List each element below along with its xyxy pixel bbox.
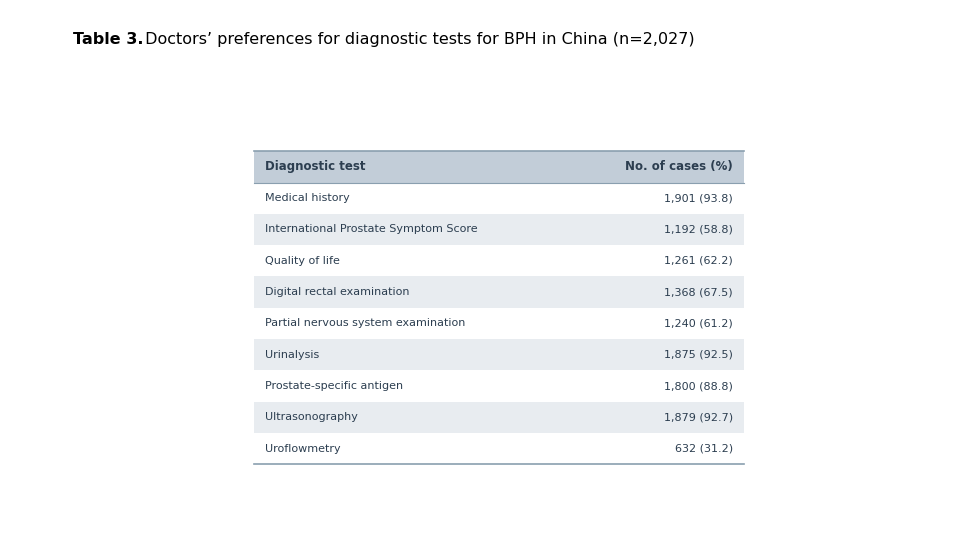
Text: Partial nervous system examination: Partial nervous system examination xyxy=(266,319,466,328)
Bar xyxy=(254,276,744,308)
Text: 1,901 (93.8): 1,901 (93.8) xyxy=(664,193,732,203)
Text: Ultrasonography: Ultrasonography xyxy=(266,413,358,422)
Text: Prostate-specific antigen: Prostate-specific antigen xyxy=(266,381,403,391)
Bar xyxy=(254,183,744,214)
Text: 1,261 (62.2): 1,261 (62.2) xyxy=(664,256,732,266)
Bar xyxy=(254,339,744,370)
Text: 1,875 (92.5): 1,875 (92.5) xyxy=(664,350,732,360)
Text: 1,192 (58.8): 1,192 (58.8) xyxy=(664,225,732,234)
Text: 1,879 (92.7): 1,879 (92.7) xyxy=(663,413,732,422)
Text: Digital rectal examination: Digital rectal examination xyxy=(266,287,410,297)
Bar xyxy=(254,402,744,433)
Bar xyxy=(254,308,744,339)
Text: 632 (31.2): 632 (31.2) xyxy=(675,444,732,454)
Bar xyxy=(254,370,744,402)
Text: International Neurourology Journal 2012;16:191–195: International Neurourology Journal 2012;… xyxy=(13,141,23,399)
Text: No. of cases (%): No. of cases (%) xyxy=(625,160,732,173)
Bar xyxy=(254,214,744,245)
Text: International Prostate Symptom Score: International Prostate Symptom Score xyxy=(266,225,478,234)
Text: 1,368 (67.5): 1,368 (67.5) xyxy=(664,287,732,297)
Bar xyxy=(254,151,744,183)
Text: Table 3.: Table 3. xyxy=(73,32,144,48)
Text: Quality of life: Quality of life xyxy=(266,256,341,266)
Text: Urinalysis: Urinalysis xyxy=(266,350,320,360)
Bar xyxy=(254,433,744,464)
Text: 1,800 (88.8): 1,800 (88.8) xyxy=(664,381,732,391)
Text: Doctors’ preferences for diagnostic tests for BPH in China (n=2,027): Doctors’ preferences for diagnostic test… xyxy=(140,32,694,48)
Text: Medical history: Medical history xyxy=(266,193,350,203)
Text: Uroflowmetry: Uroflowmetry xyxy=(266,444,341,454)
Text: 1,240 (61.2): 1,240 (61.2) xyxy=(664,319,732,328)
Text: Diagnostic test: Diagnostic test xyxy=(266,160,366,173)
Bar xyxy=(254,245,744,276)
